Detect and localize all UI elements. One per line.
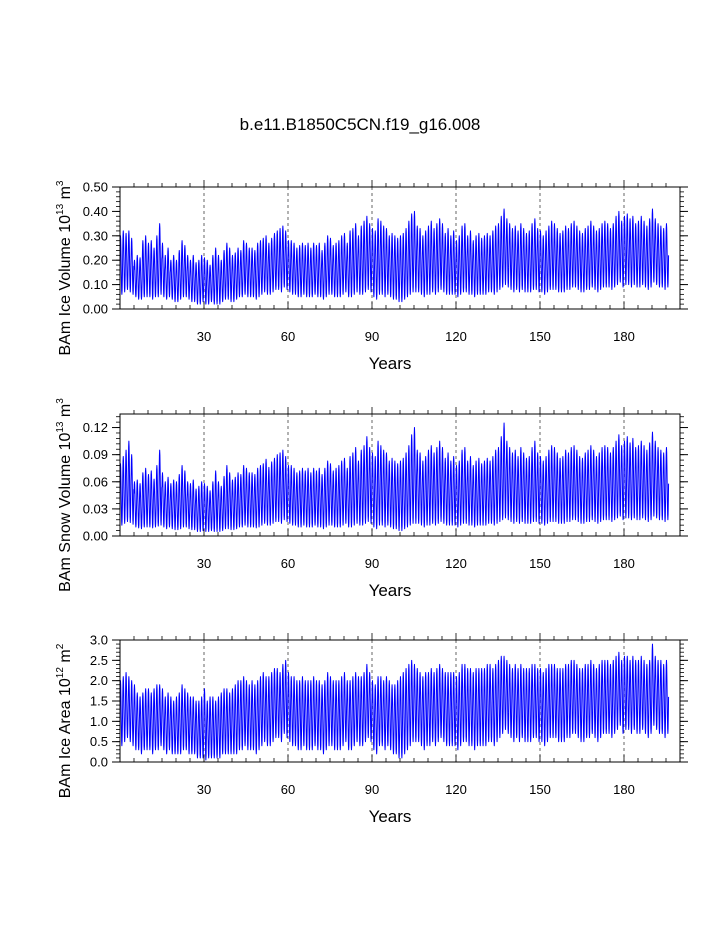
figure-title: b.e11.B1850C5CN.f19_g16.008 — [240, 115, 481, 134]
x-tick-label: 180 — [613, 329, 635, 344]
y-axis-title: BAm Ice Volume 1013 m3 — [55, 180, 74, 355]
series-line — [119, 643, 670, 761]
x-tick-label: 60 — [281, 556, 295, 571]
x-tick-label: 90 — [365, 782, 379, 797]
y-tick-label: 1.0 — [90, 714, 108, 729]
y-tick-label: 0.09 — [83, 447, 108, 462]
x-tick-label: 180 — [613, 556, 635, 571]
x-tick-label: 180 — [613, 782, 635, 797]
series-line — [119, 422, 670, 532]
y-tick-label: 0.30 — [83, 228, 108, 243]
x-tick-label: 120 — [445, 782, 467, 797]
x-tick-label: 150 — [529, 556, 551, 571]
x-axis-title: Years — [369, 807, 412, 826]
y-tick-label: 2.5 — [90, 653, 108, 668]
y-tick-label: 2.0 — [90, 673, 108, 688]
y-axis-title: BAm Ice Area 1012 m2 — [55, 643, 74, 798]
x-tick-label: 90 — [365, 556, 379, 571]
y-tick-label: 0.10 — [83, 277, 108, 292]
y-tick-label: 0.06 — [83, 474, 108, 489]
y-tick-label: 0.20 — [83, 253, 108, 268]
series-line — [119, 208, 670, 305]
ice-volume-panel: 0.00 0.10 0.20 0.30 0.40 0.50 30 60 90 120 150 180 Y… — [55, 180, 688, 373]
x-tick-label: 30 — [197, 329, 211, 344]
snow-volume-panel: 0.00 0.03 0.06 0.09 0.12 30 60 90 120 150 180 Years… — [55, 398, 688, 600]
y-tick-label: 0.12 — [83, 420, 108, 435]
x-tick-label: 60 — [281, 329, 295, 344]
y-tick-label: 0.00 — [83, 529, 108, 544]
ice-area-panel: 0.0 0.5 1.0 1.5 2.0 2.5 3.0 30 60 90 120 150 180 Year… — [55, 633, 688, 826]
y-axis-title: BAm Snow Volume 1013 m3 — [55, 398, 74, 592]
y-tick-label: 0.00 — [83, 302, 108, 317]
x-tick-label: 120 — [445, 329, 467, 344]
x-axis-title: Years — [369, 581, 412, 600]
x-axis-title: Years — [369, 354, 412, 373]
y-tick-label: 0.40 — [83, 204, 108, 219]
y-tick-label: 3.0 — [90, 633, 108, 648]
x-tick-label: 90 — [365, 329, 379, 344]
y-tick-label: 0.5 — [90, 734, 108, 749]
y-tick-label: 0.0 — [90, 755, 108, 770]
x-tick-label: 150 — [529, 782, 551, 797]
x-tick-label: 30 — [197, 782, 211, 797]
y-tick-label: 1.5 — [90, 694, 108, 709]
y-tick-label: 0.03 — [83, 501, 108, 516]
x-tick-label: 30 — [197, 556, 211, 571]
x-tick-label: 150 — [529, 329, 551, 344]
y-tick-label: 0.50 — [83, 180, 108, 195]
x-tick-label: 60 — [281, 782, 295, 797]
x-tick-label: 120 — [445, 556, 467, 571]
